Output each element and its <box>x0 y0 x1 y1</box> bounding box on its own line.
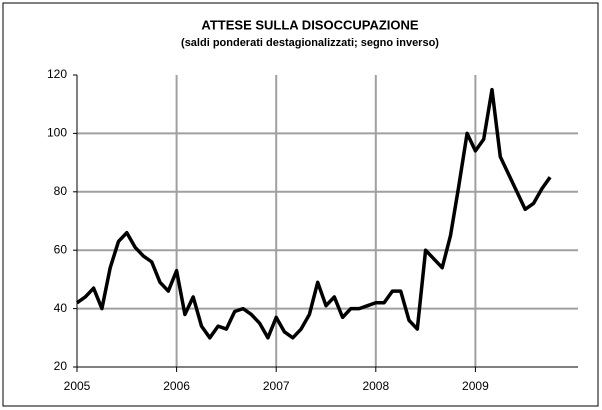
y-tick-label: 80 <box>54 184 68 198</box>
y-tick-label: 120 <box>47 67 67 81</box>
x-tick-label: 2006 <box>163 379 190 393</box>
y-tick-label: 40 <box>54 301 68 315</box>
y-tick-label: 20 <box>54 359 68 373</box>
x-tick-label: 2005 <box>64 379 91 393</box>
chart-title: ATTESE SULLA DISOCCUPAZIONE <box>201 17 418 32</box>
y-tick-label: 100 <box>47 126 67 140</box>
x-tick-label: 2008 <box>362 379 389 393</box>
x-tick-label: 2007 <box>263 379 290 393</box>
chart-border <box>2 2 599 407</box>
line-series <box>75 87 552 340</box>
x-tick-label: 2009 <box>462 379 489 393</box>
y-tick-label: 60 <box>54 242 68 256</box>
chart-subtitle: (saldi ponderati destagionalizzati; segn… <box>181 37 439 49</box>
